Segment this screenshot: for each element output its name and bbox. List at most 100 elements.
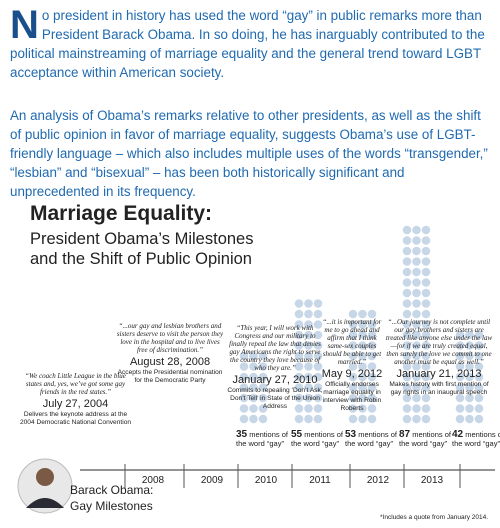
dot bbox=[367, 414, 377, 424]
milestone-date: July 27, 2004 bbox=[42, 398, 109, 410]
infographic: 2013 2012 2011 2010 2009 2008 Marriage Equali… bbox=[0, 196, 500, 528]
dot bbox=[249, 351, 258, 361]
dot bbox=[239, 393, 249, 403]
dot bbox=[421, 320, 431, 329]
dot bbox=[474, 351, 484, 361]
graphic-subtitle: President Obama’s Milestones and the Shi… bbox=[30, 230, 254, 268]
dot bbox=[402, 267, 412, 277]
milestone-date: August 28, 2008 bbox=[129, 356, 211, 368]
dot bbox=[421, 309, 431, 319]
mentions-count: 53 bbox=[345, 429, 357, 440]
dot bbox=[402, 362, 412, 371]
dot bbox=[421, 299, 431, 308]
dot bbox=[412, 372, 421, 382]
dot bbox=[304, 393, 313, 403]
dot bbox=[304, 372, 313, 382]
infographic-art: 2013 2012 2011 2010 2009 2008 bbox=[17, 225, 495, 514]
dot bbox=[421, 330, 431, 340]
mentions-dots bbox=[348, 309, 377, 424]
dot bbox=[455, 383, 465, 392]
dot bbox=[258, 383, 268, 392]
dot bbox=[402, 330, 412, 340]
dot bbox=[402, 414, 412, 424]
dot bbox=[474, 393, 484, 403]
milestone-description: Officially endorses marriage equality in… bbox=[322, 381, 382, 412]
dot bbox=[412, 320, 421, 329]
dot bbox=[412, 362, 421, 371]
dot bbox=[239, 414, 249, 424]
dot bbox=[348, 414, 358, 424]
dot bbox=[474, 362, 484, 371]
dot bbox=[258, 362, 268, 371]
milestone-description: Accepts the Presidential nomination for … bbox=[117, 369, 223, 384]
milestone-date: January 27, 2010 bbox=[232, 374, 318, 386]
milestone-description: Commits to repealing ‘Don’t Ask, Don’t T… bbox=[227, 387, 323, 410]
dot bbox=[455, 362, 465, 371]
dot bbox=[412, 341, 421, 350]
dot bbox=[465, 330, 474, 340]
milestone: “This year, I will work with Congress an… bbox=[225, 324, 325, 411]
mentions-label: 53 mentions of the word “gay” bbox=[345, 429, 401, 449]
dot bbox=[294, 404, 304, 413]
mentions-dots bbox=[455, 330, 484, 424]
dot bbox=[412, 383, 421, 392]
dot bbox=[402, 257, 412, 266]
dot bbox=[455, 414, 465, 424]
milestone-quote: “...Our journey is not complete until ou… bbox=[385, 318, 493, 366]
dot bbox=[313, 341, 323, 350]
milestone-quote: “...it is important for me to go ahead a… bbox=[322, 318, 382, 366]
dot bbox=[412, 309, 421, 319]
caption: Barack Obama: Gay Milestones bbox=[70, 483, 154, 513]
dot bbox=[367, 383, 377, 392]
dot bbox=[304, 299, 313, 308]
dot bbox=[421, 267, 431, 277]
dot bbox=[367, 351, 377, 361]
dot bbox=[412, 246, 421, 256]
dot bbox=[402, 246, 412, 256]
dot bbox=[304, 351, 313, 361]
dot bbox=[294, 383, 304, 392]
dot bbox=[465, 362, 474, 371]
dot bbox=[294, 414, 304, 424]
mentions-label: 55 mentions of the word “gay” bbox=[291, 430, 347, 449]
dot bbox=[294, 351, 304, 361]
milestone-quote: “We coach Little League in the blue stat… bbox=[25, 372, 126, 396]
dot bbox=[294, 393, 304, 403]
dot bbox=[258, 351, 268, 361]
dot bbox=[421, 225, 431, 235]
dot bbox=[304, 330, 313, 340]
dot bbox=[249, 393, 258, 403]
dot bbox=[367, 393, 377, 403]
dot bbox=[313, 330, 323, 340]
dot bbox=[412, 299, 421, 308]
dot bbox=[348, 372, 358, 382]
dot bbox=[465, 372, 474, 382]
dot bbox=[402, 288, 412, 298]
dot bbox=[358, 372, 367, 382]
milestone-description: Delivers the keynote address at the 2004… bbox=[19, 411, 132, 426]
dot bbox=[258, 393, 268, 403]
year-label: 2011 bbox=[309, 475, 331, 486]
mentions-text: mentions of the word “gay”* bbox=[452, 430, 500, 448]
dot bbox=[455, 351, 465, 361]
dot bbox=[239, 383, 249, 392]
dot bbox=[313, 362, 323, 371]
dot bbox=[313, 351, 323, 361]
dot bbox=[313, 320, 323, 329]
dot bbox=[402, 299, 412, 308]
dot bbox=[348, 330, 358, 340]
milestone: “...Our journey is not complete until ou… bbox=[385, 318, 493, 397]
dot bbox=[402, 225, 412, 235]
dot bbox=[412, 330, 421, 340]
dot bbox=[421, 404, 431, 413]
dot bbox=[465, 341, 474, 350]
dot bbox=[313, 299, 323, 308]
dot bbox=[358, 309, 367, 319]
dot bbox=[313, 383, 323, 392]
dot bbox=[412, 236, 421, 245]
year-label: 2013 bbox=[421, 475, 444, 486]
portrait-suit bbox=[26, 498, 64, 508]
dot bbox=[348, 393, 358, 403]
graphic-title: Marriage Equality: bbox=[30, 202, 213, 225]
